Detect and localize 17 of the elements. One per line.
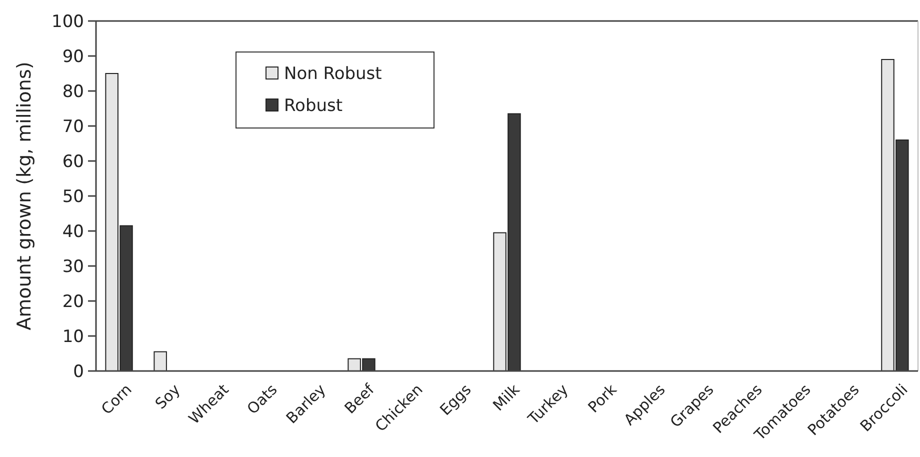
legend-label: Robust bbox=[284, 96, 343, 116]
y-tick-label: 50 bbox=[62, 186, 84, 207]
y-tick-label: 30 bbox=[62, 256, 84, 277]
y-tick-label: 80 bbox=[62, 82, 84, 102]
y-tick-label: 60 bbox=[62, 152, 84, 172]
y-tick-label: 40 bbox=[62, 222, 84, 242]
y-tick-label: 0 bbox=[73, 362, 84, 382]
x-tick-label: Milk bbox=[489, 380, 524, 414]
bar bbox=[154, 351, 167, 372]
y-tick-label: 100 bbox=[52, 12, 84, 32]
x-tick-label: Soy bbox=[152, 380, 184, 413]
y-axis-title: Amount grown (kg, millions) bbox=[14, 62, 36, 330]
y-tick-label: 10 bbox=[62, 326, 84, 347]
y-tick-label: 20 bbox=[62, 292, 84, 312]
y-tick-label: 70 bbox=[62, 116, 84, 137]
y-tick-label: 90 bbox=[62, 46, 84, 67]
legend-label: Non Robust bbox=[284, 64, 382, 84]
